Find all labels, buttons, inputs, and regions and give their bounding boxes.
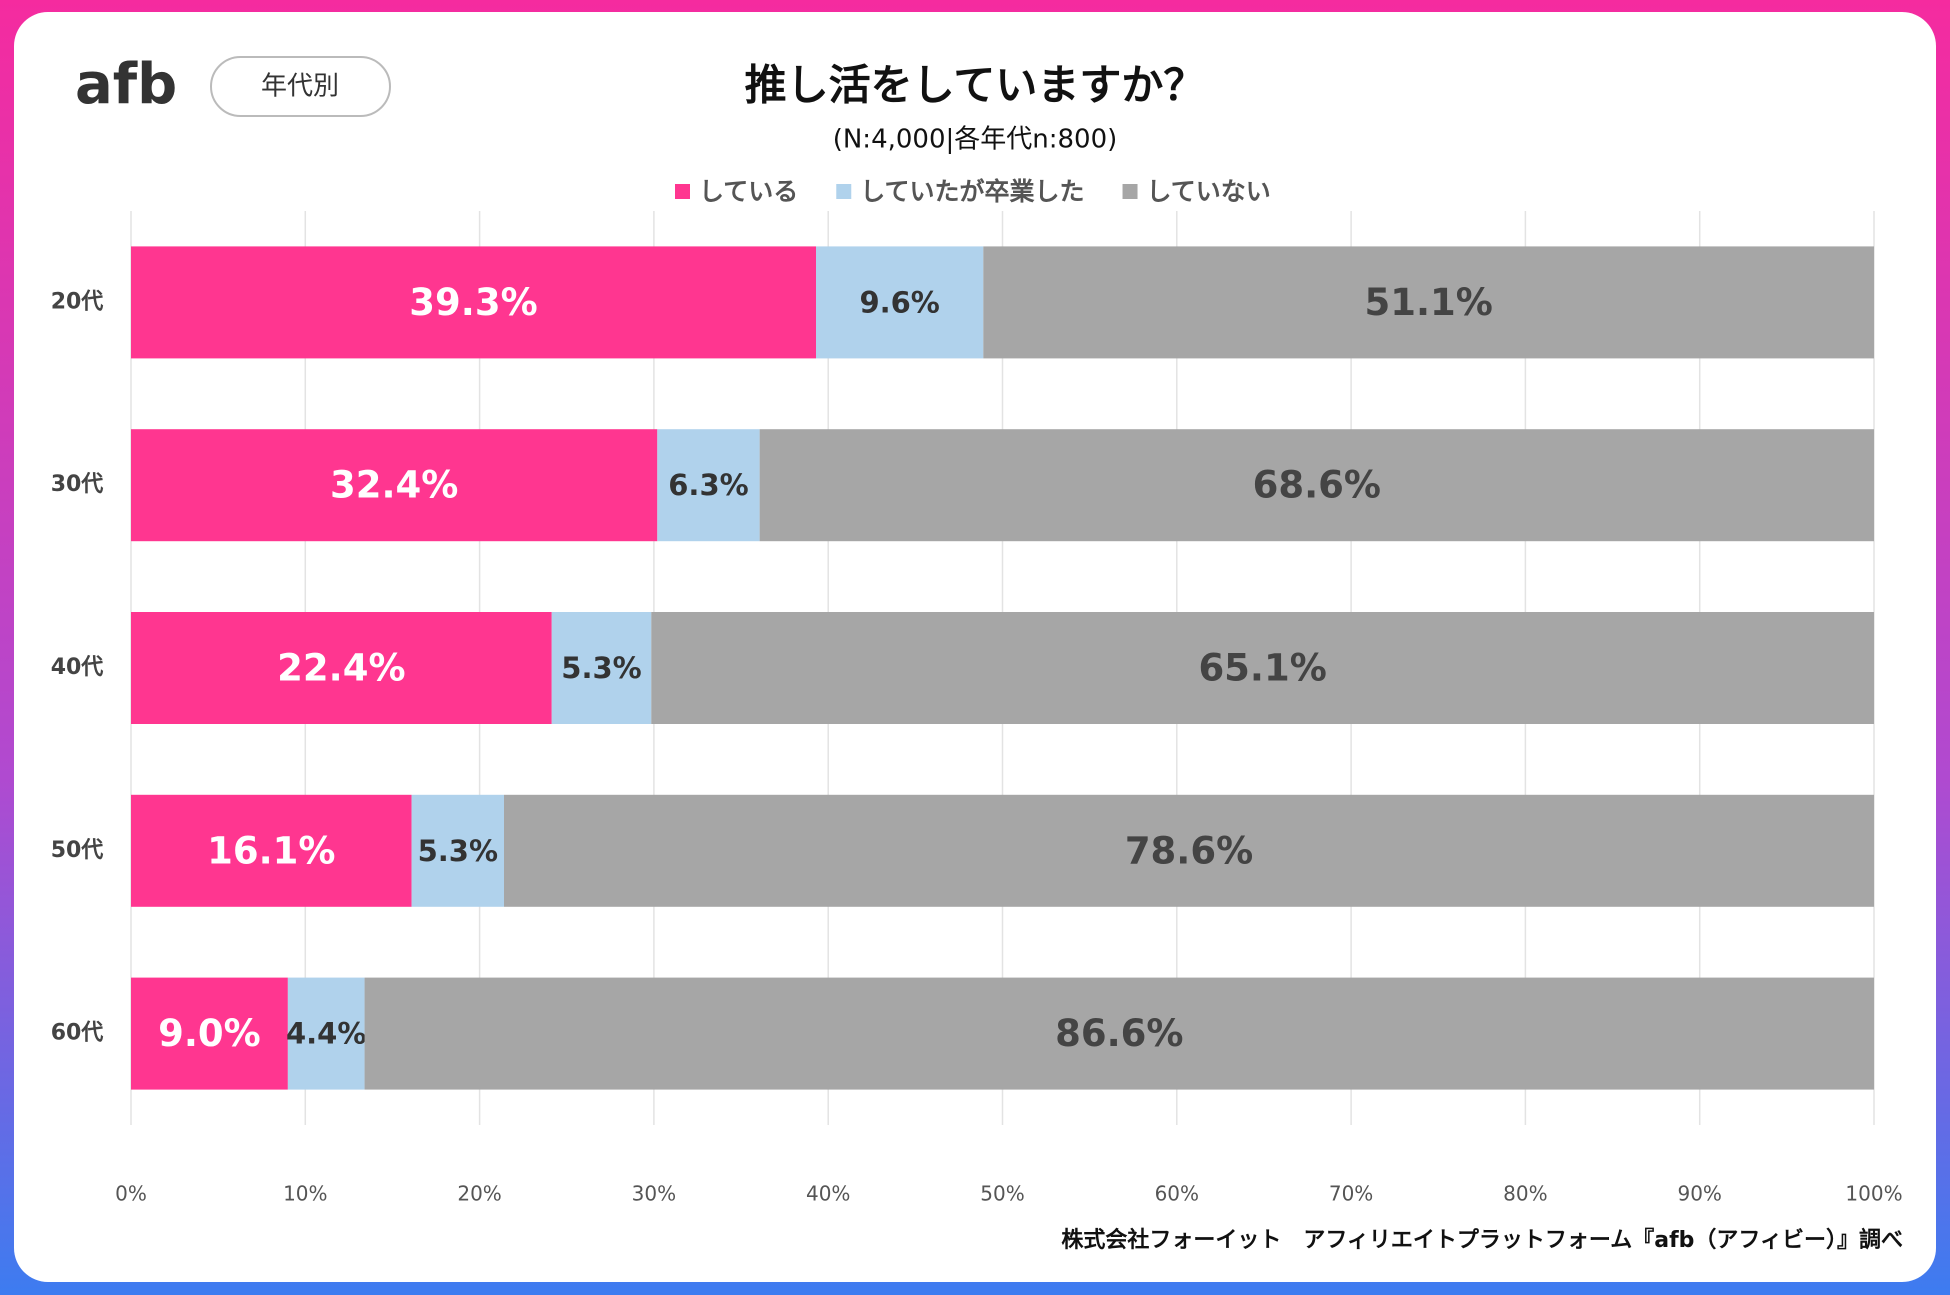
data-label: 32.4% <box>330 464 458 507</box>
bar-segment <box>131 612 552 724</box>
data-label: 39.3% <box>409 281 537 324</box>
legend-swatch <box>675 184 690 199</box>
bar-segment <box>131 977 288 1090</box>
y-tick-label: 30代 <box>51 472 104 497</box>
data-label: 4.4% <box>286 1017 366 1051</box>
y-tick-label: 40代 <box>51 655 104 680</box>
x-tick-label: 60% <box>1155 1182 1199 1206</box>
data-label: 22.4% <box>277 647 405 690</box>
tag-text: 年代別 <box>261 72 339 102</box>
chart-subtitle: (N:4,000|各年代n:800) <box>833 125 1118 155</box>
bar-segment <box>551 612 652 724</box>
data-label: 9.0% <box>158 1012 261 1055</box>
legend-label: していたが卒業した <box>860 177 1084 206</box>
x-tick-label: 50% <box>980 1182 1024 1206</box>
tag-pill <box>210 56 391 117</box>
data-label: 68.6% <box>1253 464 1381 507</box>
legend-swatch <box>1122 184 1138 199</box>
brand-logo: afb <box>75 52 177 117</box>
y-tick-label: 50代 <box>51 838 104 863</box>
source-note: 株式会社フォーイット アフィリエイトプラットフォーム『afb（アフィビー）』調べ <box>1061 1227 1903 1253</box>
bar-segment <box>131 246 816 359</box>
bar-segment <box>131 794 412 907</box>
x-tick-label: 100% <box>1845 1182 1902 1206</box>
data-label: 78.6% <box>1125 829 1253 872</box>
bar-segment <box>287 977 365 1090</box>
data-label: 86.6% <box>1055 1012 1183 1055</box>
x-tick-label: 90% <box>1677 1182 1721 1206</box>
y-tick-label: 20代 <box>51 289 104 314</box>
x-tick-label: 10% <box>283 1182 327 1206</box>
x-tick-label: 0% <box>115 1182 147 1206</box>
bar-segment <box>411 794 505 907</box>
data-label: 51.1% <box>1364 281 1492 324</box>
data-label: 16.1% <box>207 829 335 872</box>
x-tick-label: 40% <box>806 1182 850 1206</box>
x-tick-label: 20% <box>457 1182 501 1206</box>
chart-title: 推し活をしていますか？ <box>745 61 1206 110</box>
legend-label: している <box>699 177 798 206</box>
x-tick-label: 80% <box>1503 1182 1547 1206</box>
data-label: 5.3% <box>561 651 641 685</box>
y-tick-label: 60代 <box>51 1021 104 1046</box>
bar-segment <box>651 612 1874 724</box>
bar-segment <box>504 794 1875 907</box>
bar-segment <box>131 429 658 542</box>
bar-segment <box>815 246 984 359</box>
x-tick-label: 30% <box>632 1182 676 1206</box>
data-label: 6.3% <box>668 468 748 502</box>
legend-label: していない <box>1147 177 1271 206</box>
bar-segment <box>983 246 1874 359</box>
data-label: 65.1% <box>1198 647 1326 690</box>
data-label: 5.3% <box>418 834 498 868</box>
bar-segment <box>759 429 1874 542</box>
x-tick-label: 70% <box>1329 1182 1373 1206</box>
bar-segment <box>657 429 760 542</box>
data-label: 9.6% <box>859 285 939 319</box>
legend-swatch <box>836 184 852 199</box>
bar-segment <box>364 977 1874 1090</box>
